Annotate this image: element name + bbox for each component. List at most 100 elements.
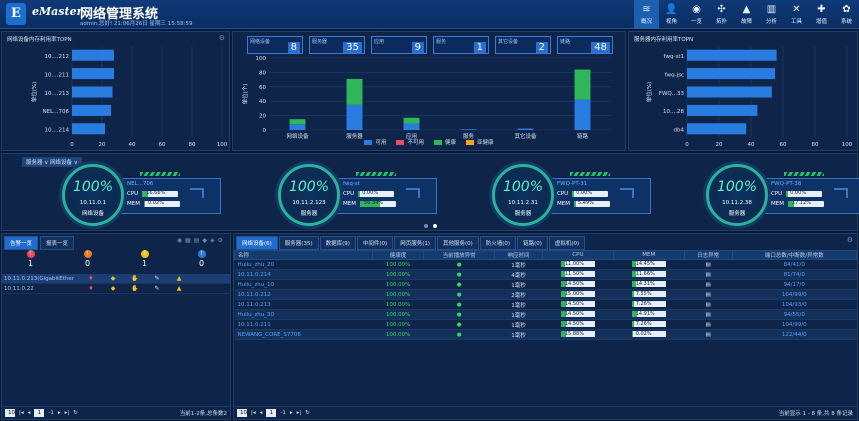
document-icon[interactable]: ▤ <box>705 261 711 268</box>
nav-item-6[interactable]: ✕ 工具 <box>784 0 809 29</box>
first-page-icon[interactable]: |◂ <box>19 410 24 416</box>
nav-item-2[interactable]: ◉ 一览 <box>684 0 709 29</box>
column-header[interactable]: 日志异常 <box>683 250 733 260</box>
device-tab-4[interactable]: 网页服务(1) <box>394 236 436 250</box>
table-row[interactable]: 10.11.0.211 100.00% ● 1毫秒 14.50% 7.26% ▤ 104/99… <box>234 319 857 330</box>
alert-row[interactable]: 10.11.0.213(GigabitEther ♦ ◆ ✋ ✎ ▲ <box>2 274 230 284</box>
document-icon[interactable]: ▤ <box>705 271 711 278</box>
page-size-select[interactable]: 10 <box>237 409 247 417</box>
alert-action-icon[interactable]: ▲ <box>176 285 182 292</box>
column-header[interactable]: 响应时间 <box>494 250 543 260</box>
device-tab-8[interactable]: 虚拟机(0) <box>548 236 586 250</box>
alert-tab-1[interactable]: 报表一览 <box>40 236 75 250</box>
document-icon[interactable]: ▤ <box>705 281 711 288</box>
table-row[interactable]: 10.11.0.213 100.00% ● 1毫秒 14.50% 7.26% ▤ 104/93… <box>234 299 857 310</box>
device-tab-2[interactable]: 数据库(9) <box>319 236 356 250</box>
device-tab-0[interactable]: 网络设备(6) <box>236 236 278 250</box>
severity-item[interactable]: ! 0 <box>59 250 116 268</box>
document-icon[interactable]: ▤ <box>705 311 711 318</box>
gear-icon[interactable]: ⚙ <box>218 34 225 42</box>
column-header[interactable]: 当前播放异常 <box>423 250 496 260</box>
carousel-dot-active[interactable] <box>433 224 437 228</box>
document-icon[interactable]: ▤ <box>705 291 711 298</box>
alert-action-icon[interactable]: ✎ <box>154 275 160 282</box>
document-icon[interactable]: ▤ <box>705 331 711 338</box>
legend-item[interactable]: 不可用 <box>396 138 424 146</box>
kpi-card[interactable]: 其它设备 2 <box>495 36 551 54</box>
alert-row[interactable]: 10.11.0.22 ♦ ◆ ✋ ✎ ▲ <box>2 284 230 294</box>
device-tab-6[interactable]: 防火墙(0) <box>479 236 517 250</box>
prev-page-icon[interactable]: ◂ <box>259 410 263 416</box>
alert-action-icon[interactable]: ✎ <box>154 285 160 292</box>
table-row[interactable]: 10.11.0.214 100.00% ● 4毫秒 11.50% 11.66% ▤ 81/74… <box>234 269 857 280</box>
device-name-cell[interactable]: Huilu_zhu_20 <box>234 259 373 270</box>
document-icon[interactable]: ▤ <box>705 301 711 308</box>
column-header[interactable]: CPU <box>541 250 614 260</box>
last-page-icon[interactable]: ▸| <box>296 410 302 416</box>
alert-toolbar-icons[interactable]: ◉▦▤◆◈⚙ <box>176 237 226 244</box>
table-row[interactable]: NEWANG_CORE_S7706 100.00% ● 1毫秒 15.88% 0.02% ▤… <box>234 329 857 340</box>
device-name-cell[interactable]: Huilu_zhu_10 <box>234 279 373 290</box>
device-name-cell[interactable]: Huilu_zhu_30 <box>234 309 373 320</box>
device-tab-3[interactable]: 中间件(0) <box>356 236 394 250</box>
gauge-card[interactable]: NEL...706 CPU 16.66% MEM 0.02% 100% 10.11.0.1 网… <box>62 164 277 226</box>
alert-action-icon[interactable]: ▲ <box>176 275 182 282</box>
last-page-icon[interactable]: ▸| <box>64 410 70 416</box>
column-header[interactable]: 端口总数/中断数/异常数 <box>731 250 858 260</box>
column-header[interactable]: MEM <box>612 250 685 260</box>
gauge-card[interactable]: FWQ-PT-38 CPU 0.00% MEM 17.12% 100% 10.11.2.38… <box>706 164 859 226</box>
prev-page-icon[interactable]: ◂ <box>27 410 31 416</box>
nav-item-3[interactable]: ✣ 拓扑 <box>709 0 734 29</box>
next-page-icon[interactable]: ▸ <box>289 410 293 416</box>
gear-icon[interactable]: ⚙ <box>846 236 853 244</box>
device-tab-7[interactable]: 链路(0) <box>517 236 548 250</box>
nav-item-5[interactable]: ▥ 分析 <box>759 0 784 29</box>
page-input[interactable]: 1 <box>34 409 45 417</box>
gauge-filter[interactable]: 服务器 ∨ 网络设备 ∨ <box>22 157 82 167</box>
alert-action-icon[interactable]: ✋ <box>131 275 139 282</box>
alert-action-icon[interactable]: ♦ <box>88 275 94 282</box>
table-row[interactable]: 10.11.0.212 100.00% ● 2毫秒 15.00% 7.55% ▤ 104/99… <box>234 289 857 300</box>
refresh-icon[interactable]: ↻ <box>305 410 310 416</box>
table-row[interactable]: Huilu_zhu_20 100.00% ● 1毫秒 11.00% 14.45% ▤ 84/4… <box>234 259 857 270</box>
device-name-cell[interactable]: 10.11.0.213 <box>234 299 373 310</box>
gauge-card[interactable]: FWQ-PT-31 CPU 0.00% MEM 5.49% 100% 10.11.2.31 服… <box>492 164 707 226</box>
alert-action-icon[interactable]: ◆ <box>110 275 116 282</box>
column-header[interactable]: 名称 <box>233 250 374 260</box>
device-tab-5[interactable]: 其他服务(0) <box>436 236 479 250</box>
kpi-card[interactable]: 应用 9 <box>371 36 427 54</box>
alert-action-icon[interactable]: ◆ <box>110 285 116 292</box>
device-name-cell[interactable]: 10.11.0.212 <box>234 289 373 300</box>
device-name-cell[interactable]: 10.11.0.211 <box>234 319 373 330</box>
kpi-card[interactable]: 链路 48 <box>557 36 613 54</box>
page-input[interactable]: 1 <box>266 409 277 417</box>
device-name-cell[interactable]: NEWANG_CORE_S7706 <box>234 329 373 340</box>
nav-item-4[interactable]: ▲ 故障 <box>734 0 759 29</box>
kpi-card[interactable]: 网络设备 8 <box>247 36 303 54</box>
refresh-icon[interactable]: ↻ <box>73 410 78 416</box>
kpi-card[interactable]: 服务 1 <box>433 36 489 54</box>
table-row[interactable]: Huilu_zhu_30 100.00% ● 1毫秒 14.50% 14.91% ▤ 94/5… <box>234 309 857 320</box>
device-name-cell[interactable]: 10.11.0.214 <box>234 269 373 280</box>
column-header[interactable]: 健康度 <box>372 250 425 260</box>
legend-item[interactable]: 亚健康 <box>466 138 494 146</box>
device-tab-1[interactable]: 服务器(35) <box>278 236 319 250</box>
carousel-dot[interactable] <box>424 224 428 228</box>
nav-item-8[interactable]: ✿ 系统 <box>834 0 859 29</box>
kpi-card[interactable]: 服务器 35 <box>309 36 365 54</box>
legend-item[interactable]: 健康 <box>434 138 456 146</box>
severity-item[interactable]: ! 1 <box>2 250 59 268</box>
page-size-select[interactable]: 10 <box>5 409 15 417</box>
gauge-card[interactable]: fwq-st CPU 0.00% MEM 56.34% 100% 10.11.2.123 服务… <box>278 164 493 226</box>
table-row[interactable]: Huilu_zhu_10 100.00% ● 1毫秒 14.50% 14.31% ▤ 94/1… <box>234 279 857 290</box>
alert-tab-0[interactable]: 告警一览 <box>4 236 39 250</box>
next-page-icon[interactable]: ▸ <box>57 410 61 416</box>
alert-action-icon[interactable]: ♦ <box>88 285 94 292</box>
legend-item[interactable]: 可用 <box>364 138 386 146</box>
alert-action-icon[interactable]: ✋ <box>131 285 139 292</box>
nav-item-1[interactable]: 👤 视角 <box>659 0 684 29</box>
severity-item[interactable]: ! 0 <box>173 250 230 268</box>
severity-item[interactable]: ! 1 <box>116 250 173 268</box>
nav-item-0[interactable]: ≋ 概况 <box>634 0 659 29</box>
nav-item-7[interactable]: ✚ 增值 <box>809 0 834 29</box>
